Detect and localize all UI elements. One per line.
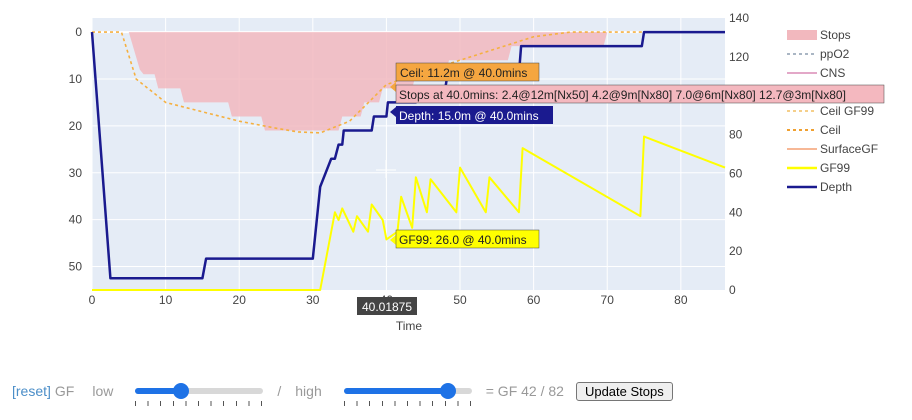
x-tick-label: 60: [527, 293, 541, 307]
x-tick-label: 70: [601, 293, 615, 307]
slash-label: /: [277, 383, 282, 399]
gf-low-slider-thumb[interactable]: [173, 383, 190, 399]
svg-text:Stops: Stops: [820, 28, 851, 42]
series-depth: [90, 30, 725, 280]
legend-item-stops[interactable]: Stops: [787, 28, 851, 42]
chart: 0 10 20 30 40 50 60 70 80 0 10 20 30 40 50 0 20 40 60 80 1…: [69, 11, 885, 333]
legend-item-cns[interactable]: CNS: [787, 66, 845, 80]
gf-label: GF: [54, 383, 75, 399]
hover-stops-label: Stops at 40.0mins: 2.4@12m[Nx50] 4.2@9m[…: [395, 84, 885, 104]
stops-area-fill: [128, 32, 608, 131]
y-left-tick-label: 40: [69, 213, 83, 227]
svg-text:GF99: 26.0 @ 40.0mins: GF99: 26.0 @ 40.0mins: [399, 233, 527, 247]
gf-low-slider[interactable]: [135, 380, 264, 406]
y-axis-right-ticks: 020406080100120140: [729, 11, 749, 297]
high-label: high: [295, 383, 322, 399]
gf-high-slider-thumb[interactable]: [439, 383, 456, 399]
svg-text:GF99: GF99: [820, 161, 850, 175]
stops-area: [128, 32, 608, 131]
y-left-tick-label: 10: [69, 72, 83, 86]
gf-controls: [reset] GF low / high = GF 42 / 82 Updat…: [12, 380, 673, 406]
y-right-tick-label: 80: [729, 128, 743, 142]
hover-x-label: 40.01875: [357, 297, 417, 315]
series-gf99: [92, 135, 726, 291]
y-right-tick-label: 0: [729, 283, 736, 297]
legend-item-gf99[interactable]: GF99: [787, 161, 850, 175]
legend-item-ppo2[interactable]: ppO2: [787, 47, 850, 61]
svg-text:Depth: 15.0m @ 40.0mins: Depth: 15.0m @ 40.0mins: [399, 109, 539, 123]
x-tick-label: 0: [89, 293, 96, 307]
x-tick-label: 30: [306, 293, 320, 307]
legend-item-ceil[interactable]: Ceil: [787, 123, 841, 137]
x-tick-label: 20: [233, 293, 247, 307]
y-axis-left-ticks: 0 10 20 30 40 50: [69, 25, 83, 273]
svg-text:CNS: CNS: [820, 66, 845, 80]
hover-crosshair: [376, 160, 396, 178]
series-lines: [90, 30, 726, 291]
svg-text:Ceil: Ceil: [820, 123, 841, 137]
hover-depth-label: Depth: 15.0m @ 40.0mins: [390, 106, 553, 124]
y-left-tick-label: 20: [69, 119, 83, 133]
series-ceil-gf99: [92, 31, 725, 134]
svg-text:Ceil GF99: Ceil GF99: [820, 104, 874, 118]
svg-text:Stops at 40.0mins: 2.4@12m[Nx5: Stops at 40.0mins: 2.4@12m[Nx50] 4.2@9m[…: [399, 88, 846, 102]
hover-ceil-label: Ceil: 11.2m @ 40.0mins: [390, 62, 540, 92]
x-tick-label: 10: [159, 293, 173, 307]
y-right-tick-label: 140: [729, 11, 749, 25]
svg-text:Depth: Depth: [820, 180, 852, 194]
legend-item-surfacegf[interactable]: SurfaceGF: [787, 142, 878, 156]
hover-gf99-label: GF99: 26.0 @ 40.0mins: [390, 229, 540, 249]
svg-text:ppO2: ppO2: [820, 47, 850, 61]
svg-text:SurfaceGF: SurfaceGF: [820, 142, 878, 156]
y-right-tick-label: 120: [729, 50, 749, 64]
y-left-tick-label: 50: [69, 260, 83, 274]
reset-link[interactable]: [reset]: [12, 383, 51, 399]
y-left-tick-label: 30: [69, 166, 83, 180]
legend[interactable]: StopsppO2CNSNDLCeil GF99CeilSurfaceGFGF9…: [787, 28, 878, 194]
x-tick-label: 80: [674, 293, 688, 307]
x-tick-label: 50: [453, 293, 467, 307]
svg-text:Ceil: 11.2m @ 40.0mins: Ceil: 11.2m @ 40.0mins: [400, 66, 527, 80]
legend-item-ceil-gf99[interactable]: Ceil GF99: [787, 104, 874, 118]
y-right-tick-label: 40: [729, 205, 743, 219]
low-label: low: [92, 383, 114, 399]
y-left-tick-label: 0: [75, 25, 82, 39]
svg-text:40.01875: 40.01875: [362, 300, 412, 314]
gf-result: = GF 42 / 82: [485, 383, 564, 399]
y-right-tick-label: 60: [729, 166, 743, 180]
gf-high-slider[interactable]: [343, 380, 472, 406]
y-right-tick-label: 20: [729, 244, 743, 258]
legend-item-depth[interactable]: Depth: [787, 180, 852, 194]
update-stops-button[interactable]: Update Stops: [575, 381, 673, 401]
x-axis-label: Time: [396, 319, 423, 333]
